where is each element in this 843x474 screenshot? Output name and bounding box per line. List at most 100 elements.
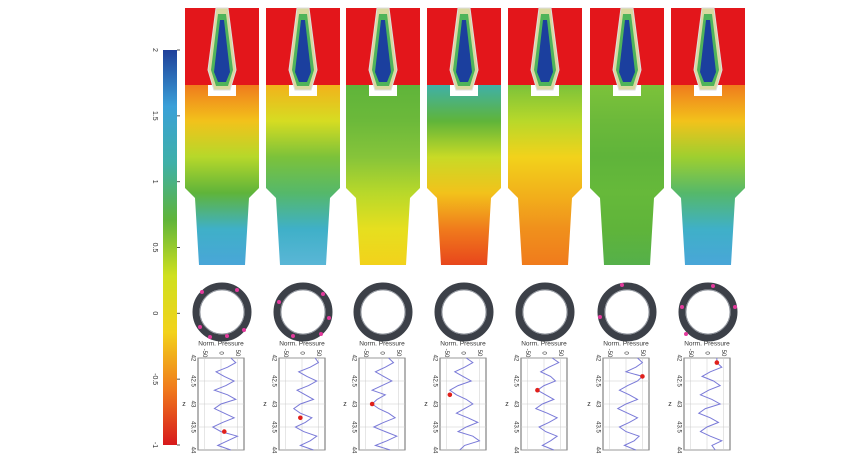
ring-dot [319,332,323,336]
x-tick-label: 0 [217,351,223,355]
ring-dot [680,305,684,309]
y-tick-label: 43.5 [675,421,681,433]
y-tick-label: 42 [431,355,437,362]
flame-core [214,20,230,82]
y-tick-label: 42.5 [594,375,600,387]
flame-core [700,20,716,82]
colorbar-tick-label: 0.5 [151,243,158,253]
highlight-point [535,387,540,393]
colorbar-tick-label: -1 [151,442,158,448]
x-tick-label: -50 [606,349,612,358]
plot-title: Norm. Pressure [279,341,325,348]
flame-core [537,20,553,82]
y-tick-label: 43 [189,401,195,408]
ring-inner [360,289,406,335]
flame-core [456,20,472,82]
colorbar-tick-label: 1 [151,180,158,184]
y-axis-label: z [182,401,186,408]
colorbar [163,50,177,445]
highlight-point [221,429,227,434]
y-axis-label: z [505,401,509,408]
ring-dot [277,300,281,304]
x-tick-label: 0 [378,351,384,355]
x-tick-label: 0 [703,351,709,355]
pressure-line [616,357,644,451]
x-tick-label: -50 [362,349,368,358]
flame-core [295,20,311,82]
ring-dot [198,325,202,329]
y-tick-label: 42 [594,355,600,362]
ring-inner [685,289,731,335]
x-tick-label: -50 [443,349,449,358]
ring [597,282,657,342]
ring-dot [208,335,212,339]
y-tick-label: 43.5 [594,421,600,433]
highlight-point [369,401,375,407]
y-tick-label: 43.5 [350,421,356,433]
y-tick-label: 43.5 [270,421,276,433]
y-tick-label: 42 [350,355,356,362]
y-tick-label: 43 [512,401,518,408]
pressure-line [697,358,724,451]
y-tick-label: 42 [270,355,276,362]
y-tick-label: 43 [350,401,356,408]
y-axis-label: z [263,401,267,408]
ring-inner [604,289,650,335]
ring [434,282,494,342]
highlight-point [714,360,720,365]
y-tick-label: 42.5 [675,375,681,387]
ring-dot [733,305,737,309]
x-tick-label: -50 [201,349,207,358]
colorbar-tick-label: -0.5 [151,373,158,385]
ring [192,282,252,342]
ring-inner [199,289,245,335]
y-tick-label: 43.5 [512,421,518,433]
plot-title: Norm. Pressure [521,341,567,348]
ring [273,282,333,342]
pressure-line [211,357,239,451]
x-tick-label: 50 [720,350,726,357]
y-tick-label: 44 [675,447,681,454]
ring-dot [291,334,295,338]
x-tick-label: 0 [459,351,465,355]
x-tick-label: 0 [540,351,546,355]
furnace-body [185,85,259,265]
furnace-body [590,85,664,265]
plot-title: Norm. Pressure [440,341,486,348]
plot-title: Norm. Pressure [198,341,244,348]
y-tick-label: 44 [512,447,518,454]
ring-dot [200,290,204,294]
x-tick-label: 50 [395,350,401,357]
y-tick-label: 44 [594,447,600,454]
x-tick-label: 50 [476,350,482,357]
y-tick-label: 42.5 [350,375,356,387]
ring-inner [280,289,326,335]
ring-inner [441,289,487,335]
y-axis-label: z [668,401,672,408]
colorbar-tick-label: 0 [151,311,158,315]
ring-dot [684,332,688,336]
y-tick-label: 43 [675,401,681,408]
ring-dot [225,334,229,338]
y-tick-label: 42.5 [512,375,518,387]
highlight-point [298,415,303,421]
ring-inner [522,289,568,335]
flame-core [375,20,391,82]
y-tick-label: 42.5 [270,375,276,387]
colorbar-tick-label: 1.5 [151,111,158,121]
y-axis-label: z [587,401,591,408]
ring [353,282,413,342]
colorbar-tick-label: 2 [151,48,158,52]
y-tick-label: 44 [431,447,437,454]
y-tick-label: 44 [270,447,276,454]
x-tick-label: -50 [687,349,693,358]
y-tick-label: 43 [594,401,600,408]
x-tick-label: 50 [315,350,321,357]
y-axis-label: z [424,401,428,408]
highlight-point [640,374,645,379]
flame-core [619,20,635,82]
y-tick-label: 44 [189,447,195,454]
plot-title: Norm. Pressure [359,341,405,348]
x-tick-label: 0 [298,351,304,355]
